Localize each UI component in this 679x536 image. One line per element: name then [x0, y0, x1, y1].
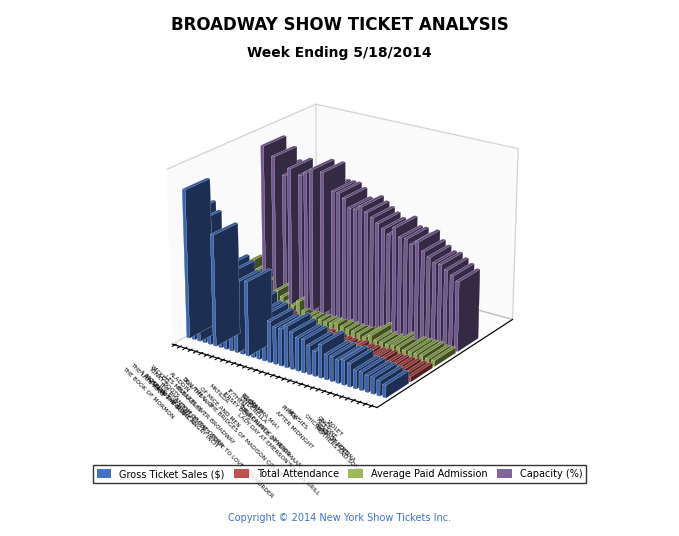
Legend: Gross Ticket Sales ($), Total Attendance, Average Paid Admission, Capacity (%): Gross Ticket Sales ($), Total Attendance…	[93, 465, 586, 483]
Text: Week Ending 5/18/2014: Week Ending 5/18/2014	[247, 46, 432, 59]
Text: BROADWAY SHOW TICKET ANALYSIS: BROADWAY SHOW TICKET ANALYSIS	[170, 16, 509, 34]
Text: Copyright © 2014 New York Show Tickets Inc.: Copyright © 2014 New York Show Tickets I…	[228, 512, 451, 523]
